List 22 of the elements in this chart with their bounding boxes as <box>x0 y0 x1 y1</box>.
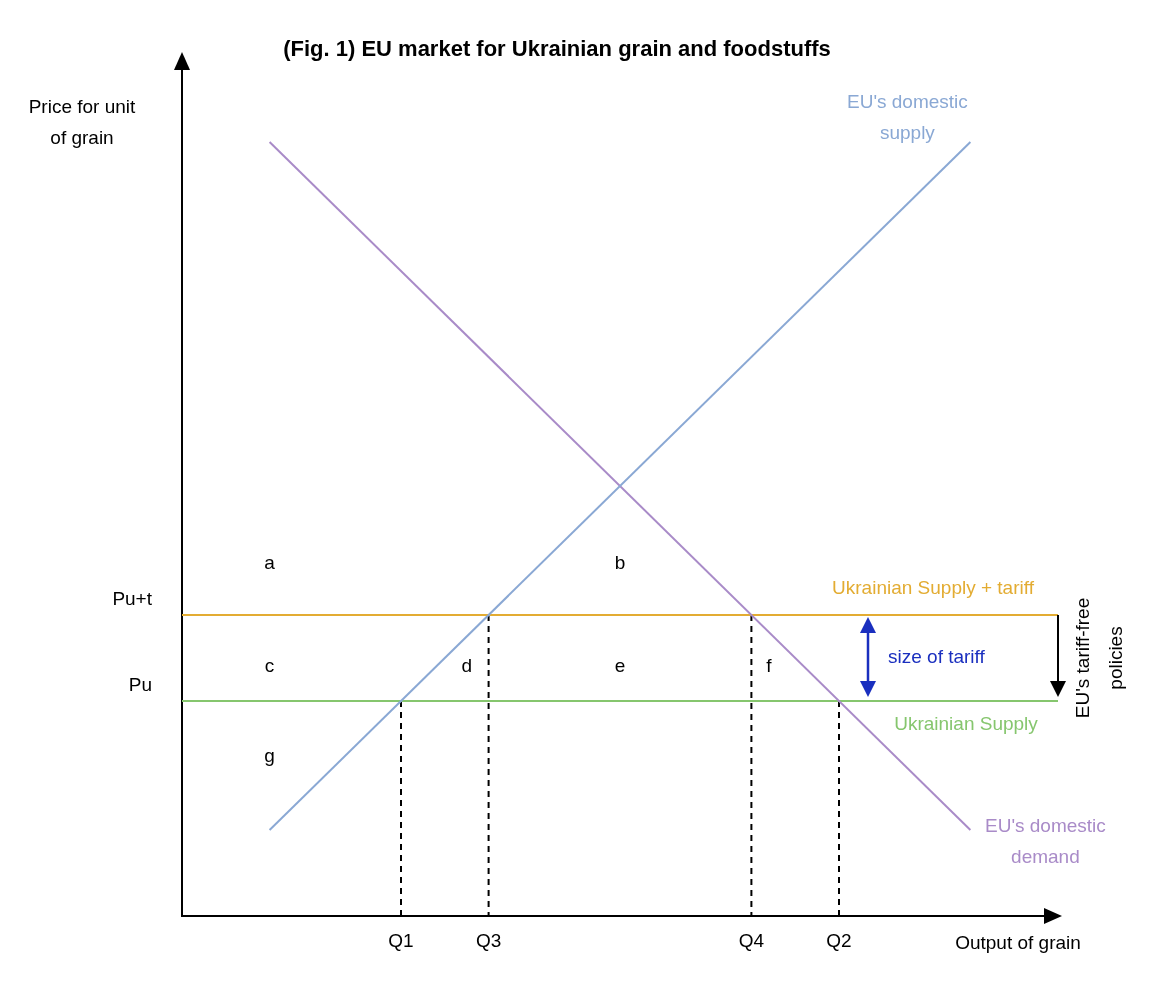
annotation: f <box>766 654 773 676</box>
x-tick-label: Q1 <box>388 929 414 951</box>
text: Pu+t <box>112 588 153 610</box>
series-label: EU's domestic demand <box>984 815 1106 868</box>
series-label: Ukrainian Supply <box>894 713 1039 735</box>
text: Pu <box>128 674 152 696</box>
annotation: c <box>264 654 275 676</box>
annotation: a <box>264 551 276 573</box>
x-axis-title: Output of grain <box>955 932 1081 954</box>
annotation: d <box>461 654 472 676</box>
annotation: size of tariff <box>888 646 986 668</box>
x-tick-label: Q4 <box>738 929 765 951</box>
x-tick-label: Q3 <box>475 929 502 951</box>
text: EU's tariff-free policies <box>1071 597 1126 719</box>
chart-title: (Fig. 1) EU market for Ukrainian grain and foodstuffs <box>283 36 831 62</box>
annotation: b <box>614 551 626 573</box>
series-label: Ukrainian Supply + tariff <box>832 577 1035 599</box>
x-tick-label: Q2 <box>826 929 852 951</box>
annotation: e <box>614 654 626 676</box>
y-axis-title: Price for unit of grain <box>28 96 137 149</box>
series-label: EU's domestic supply <box>846 91 968 144</box>
annotation: g <box>264 745 275 767</box>
